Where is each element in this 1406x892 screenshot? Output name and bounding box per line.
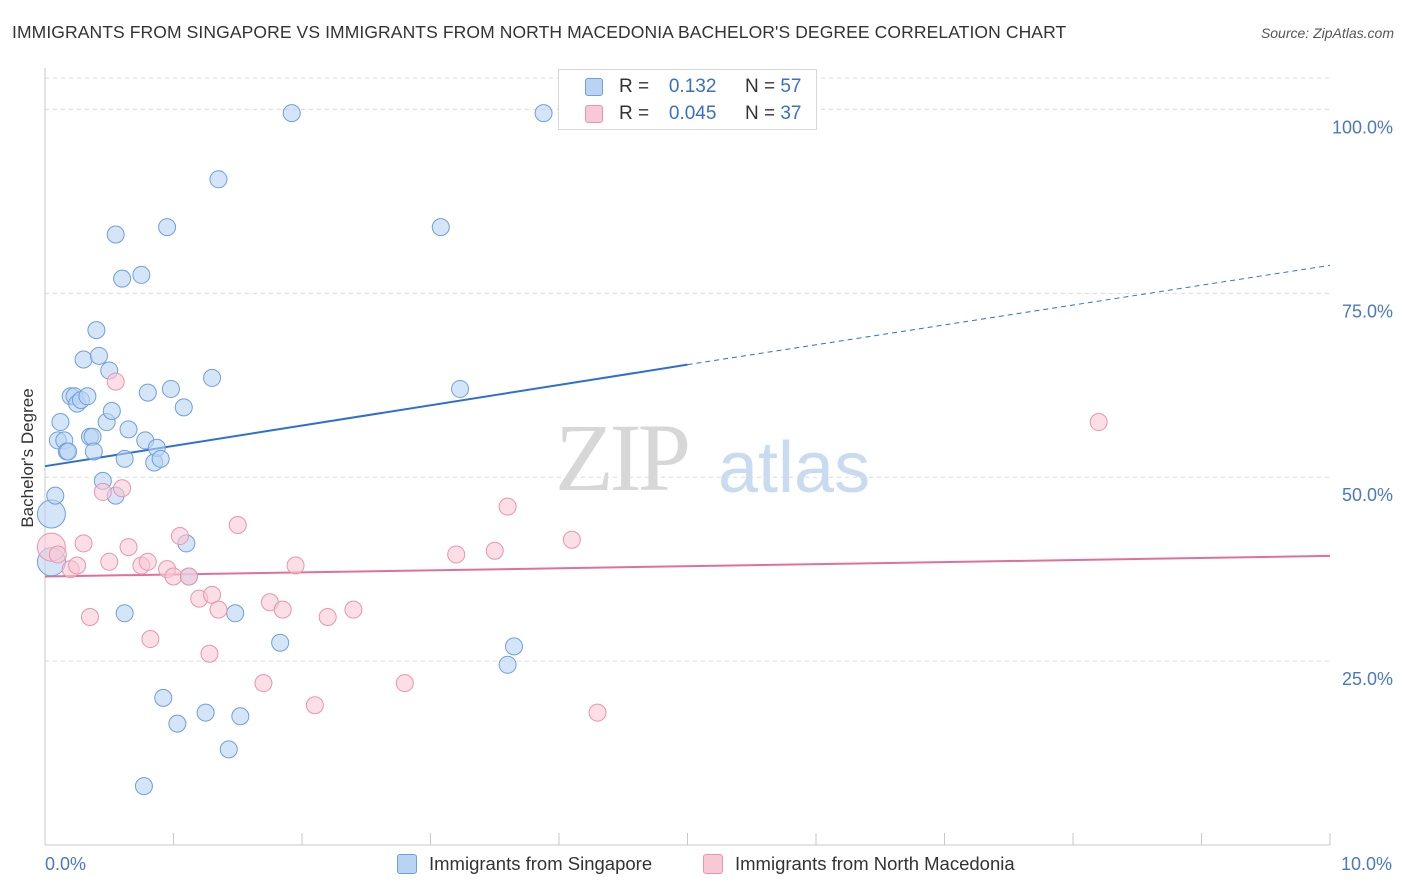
x-tick-label-max: 10.0% — [1341, 854, 1392, 874]
macedonia-point — [395, 674, 414, 693]
singapore-point — [113, 269, 132, 288]
macedonia-point — [170, 527, 189, 546]
singapore-point — [505, 637, 524, 656]
singapore-point — [89, 346, 108, 365]
singapore-point — [209, 170, 228, 189]
macedonia-point — [138, 552, 157, 571]
singapore-point — [174, 398, 193, 417]
macedonia-trend-line — [44, 554, 1331, 578]
singapore-point — [78, 387, 97, 406]
singapore-point — [154, 688, 173, 707]
macedonia-n-value: 37 — [780, 103, 802, 124]
singapore-swatch — [585, 78, 603, 96]
macedonia-point — [588, 703, 607, 722]
watermark-zip: ZIP — [555, 404, 688, 511]
singapore-point — [203, 368, 222, 387]
y-tick-label-75: 75.0% — [1342, 301, 1393, 321]
n-label: N = — [744, 76, 776, 97]
macedonia-point — [48, 545, 67, 564]
chart-title: IMMIGRANTS FROM SINGAPORE VS IMMIGRANTS … — [12, 22, 1067, 42]
macedonia-point — [80, 607, 99, 626]
singapore-point — [102, 402, 121, 421]
singapore-point — [46, 486, 65, 505]
singapore-point — [498, 655, 517, 674]
macedonia-point — [485, 541, 504, 560]
macedonia-point — [447, 545, 466, 564]
singapore-point — [168, 714, 187, 733]
singapore-point — [158, 218, 177, 237]
singapore-point — [226, 604, 245, 623]
macedonia-point — [209, 600, 228, 619]
singapore-point — [51, 413, 70, 432]
singapore-point — [106, 225, 125, 244]
singapore-point — [74, 350, 93, 369]
singapore-legend-label: Immigrants from Singapore — [429, 853, 653, 874]
source-label: Source: ZipAtlas.com — [1260, 25, 1394, 41]
macedonia-point — [498, 497, 517, 516]
singapore-n-value: 57 — [780, 76, 802, 97]
macedonia-point — [318, 607, 337, 626]
macedonia-point — [273, 600, 292, 619]
singapore-points — [36, 104, 646, 796]
singapore-point — [115, 604, 134, 623]
singapore-trend-extension — [687, 264, 1331, 366]
macedonia-point — [1089, 413, 1108, 432]
singapore-point — [59, 442, 78, 461]
singapore-point — [534, 104, 553, 123]
macedonia-point — [141, 630, 160, 649]
macedonia-swatch — [585, 105, 603, 123]
singapore-point — [219, 740, 238, 759]
singapore-point — [84, 442, 103, 461]
stats-legend: R = 0.132 N = 57 R = 0.045 N = 37 — [558, 69, 817, 130]
singapore-point — [87, 321, 106, 340]
singapore-legend-swatch — [397, 854, 417, 874]
macedonia-points — [36, 372, 1108, 722]
watermark-atlas: atlas — [718, 428, 870, 508]
x-axis-ticks — [44, 833, 1331, 845]
singapore-point — [282, 104, 301, 123]
singapore-point — [132, 265, 151, 284]
macedonia-point — [93, 482, 112, 501]
macedonia-point — [228, 516, 247, 535]
y-tick-label-50: 50.0% — [1342, 485, 1393, 505]
macedonia-point — [562, 530, 581, 549]
macedonia-point — [74, 534, 93, 553]
y-tick-label-100: 100.0% — [1332, 117, 1393, 137]
singapore-point — [115, 449, 134, 468]
macedonia-point — [106, 372, 125, 391]
macedonia-point — [179, 567, 198, 586]
n-label: N = — [744, 103, 776, 124]
singapore-point — [271, 633, 290, 652]
macedonia-point — [119, 538, 138, 557]
singapore-point — [134, 777, 153, 796]
macedonia-point — [113, 479, 132, 498]
singapore-r-value: 0.132 — [668, 76, 717, 97]
singapore-point — [196, 703, 215, 722]
macedonia-point — [344, 600, 363, 619]
singapore-point — [451, 379, 470, 398]
macedonia-legend-swatch — [703, 854, 723, 874]
singapore-point — [36, 499, 66, 529]
macedonia-point — [305, 696, 324, 715]
r-label: R = — [619, 103, 650, 124]
singapore-point — [231, 707, 250, 726]
macedonia-point — [164, 567, 183, 586]
singapore-point — [161, 379, 180, 398]
r-label: R = — [619, 76, 650, 97]
y-tick-label-25: 25.0% — [1342, 669, 1393, 689]
macedonia-legend-label: Immigrants from North Macedonia — [735, 853, 1015, 874]
macedonia-point — [254, 674, 273, 693]
macedonia-point — [68, 556, 87, 575]
macedonia-point — [286, 556, 305, 575]
macedonia-r-value: 0.045 — [668, 103, 717, 124]
singapore-point — [119, 420, 138, 439]
macedonia-point — [200, 644, 219, 663]
y-tick-labels: 100.0% 75.0% 50.0% 25.0% — [1332, 117, 1393, 689]
macedonia-point — [100, 552, 119, 571]
x-tick-label-min: 0.0% — [45, 854, 86, 874]
singapore-point — [431, 218, 450, 237]
singapore-point — [151, 449, 170, 468]
singapore-point — [138, 383, 157, 402]
